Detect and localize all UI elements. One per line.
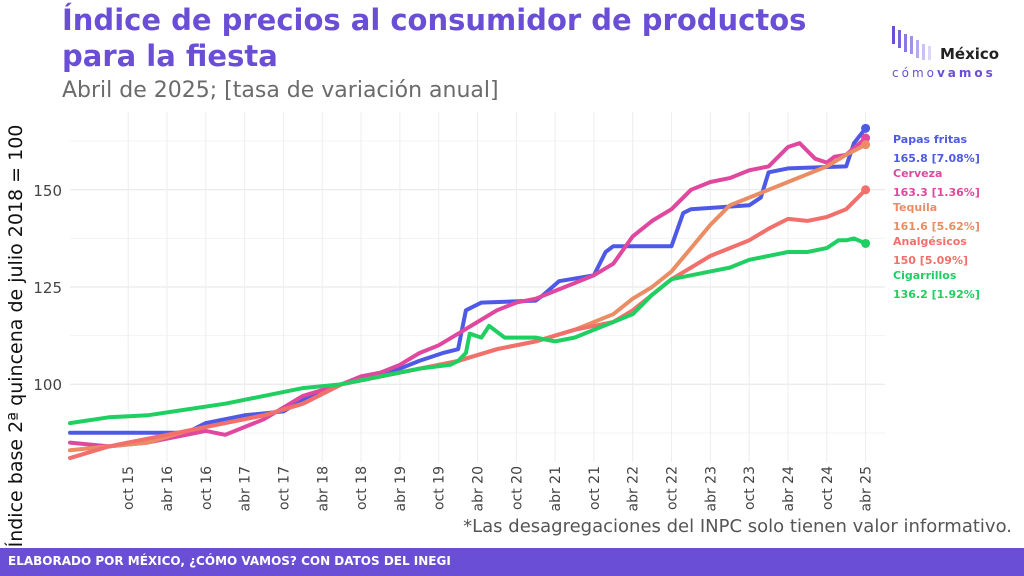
x-tick-label: abr 19 bbox=[393, 466, 409, 512]
y-tick-label: 100 bbox=[33, 376, 62, 394]
logo-sub-a: cómo bbox=[892, 66, 937, 80]
x-tick-label: oct 15 bbox=[121, 466, 137, 510]
legend-series-name: Papas fritas bbox=[893, 133, 968, 146]
y-tick-label: 150 bbox=[33, 182, 62, 200]
legend-series-name: Cigarrillos bbox=[893, 269, 957, 282]
x-tick-label: oct 19 bbox=[432, 466, 448, 510]
logo-word: México bbox=[940, 45, 1000, 63]
y-axis-title: Índice base 2ª quincena de julio 2018 = … bbox=[4, 125, 27, 548]
legend-series-name: Cerveza bbox=[893, 167, 942, 180]
chart-title: Índice de precios al consumidor de produ… bbox=[62, 3, 807, 73]
x-tick-label: abr 21 bbox=[548, 466, 564, 512]
x-tick-label: oct 16 bbox=[199, 466, 215, 510]
series-end-point bbox=[861, 238, 871, 248]
legend-series-value: 136.2 [1.92%] bbox=[893, 288, 980, 301]
x-tick-label: oct 22 bbox=[665, 466, 681, 510]
x-tick-label: abr 20 bbox=[471, 466, 487, 512]
footnote: *Las desagregaciones del INPC solo tiene… bbox=[463, 516, 1012, 537]
series-end-point bbox=[861, 185, 871, 195]
logo-bars-icon bbox=[892, 26, 931, 60]
series-line bbox=[68, 187, 868, 461]
x-tick-label: abr 24 bbox=[781, 466, 797, 512]
x-tick-label: abr 17 bbox=[238, 466, 254, 512]
x-tick-label: abr 16 bbox=[160, 466, 176, 512]
footer-bar: ELABORADO POR MÉXICO, ¿CÓMO VAMOS? CON D… bbox=[0, 548, 1024, 576]
line-chart: 100 125 150 Índice base 2ª quincena de juli… bbox=[4, 112, 980, 548]
legend-series-value: 150 [5.09%] bbox=[893, 254, 968, 267]
series-lines bbox=[68, 123, 871, 461]
end-labels: Papas fritas 165.8 [7.08%] Cerveza 163.3 [1… bbox=[893, 133, 980, 301]
x-tick-label: oct 18 bbox=[354, 466, 370, 510]
series-end-point bbox=[861, 133, 871, 143]
footer-text: ELABORADO POR MÉXICO, ¿CÓMO VAMOS? CON D… bbox=[8, 554, 451, 568]
x-tick-label: abr 25 bbox=[859, 466, 875, 512]
series-line bbox=[68, 236, 868, 426]
x-tick-label: oct 20 bbox=[509, 466, 525, 510]
legend-series-value: 161.6 [5.62%] bbox=[893, 220, 980, 233]
y-axis: 100 125 150 Índice base 2ª quincena de juli… bbox=[4, 125, 62, 548]
series-line bbox=[68, 142, 868, 453]
x-tick-label: oct 23 bbox=[742, 466, 758, 510]
logo-sub-b: vamos bbox=[936, 66, 996, 80]
x-tick-label: abr 18 bbox=[315, 466, 331, 512]
mexico-como-vamos-logo: México cómovamos bbox=[890, 26, 1008, 84]
x-tick-label: abr 23 bbox=[703, 466, 719, 512]
legend-series-name: Analgésicos bbox=[893, 235, 967, 248]
legend-series-name: Tequila bbox=[893, 201, 937, 214]
series-end-point bbox=[861, 123, 871, 133]
x-tick-label: abr 22 bbox=[626, 466, 642, 512]
legend-series-value: 163.3 [1.36%] bbox=[893, 186, 980, 199]
series-line bbox=[68, 126, 868, 435]
series-line bbox=[68, 136, 868, 449]
logo-subtitle: cómovamos bbox=[892, 66, 996, 80]
chart-subtitle: Abril de 2025; [tasa de variación anual] bbox=[62, 78, 499, 103]
series-end-point bbox=[861, 140, 871, 150]
x-axis: oct 15 abr 16 oct 16 abr 17 oct 17 abr 18 oct … bbox=[121, 466, 874, 512]
x-tick-label: oct 24 bbox=[820, 466, 836, 510]
y-tick-label: 125 bbox=[33, 279, 62, 297]
x-tick-label: oct 21 bbox=[587, 466, 603, 510]
x-tick-label: oct 17 bbox=[276, 466, 292, 510]
legend-series-value: 165.8 [7.08%] bbox=[893, 152, 980, 165]
